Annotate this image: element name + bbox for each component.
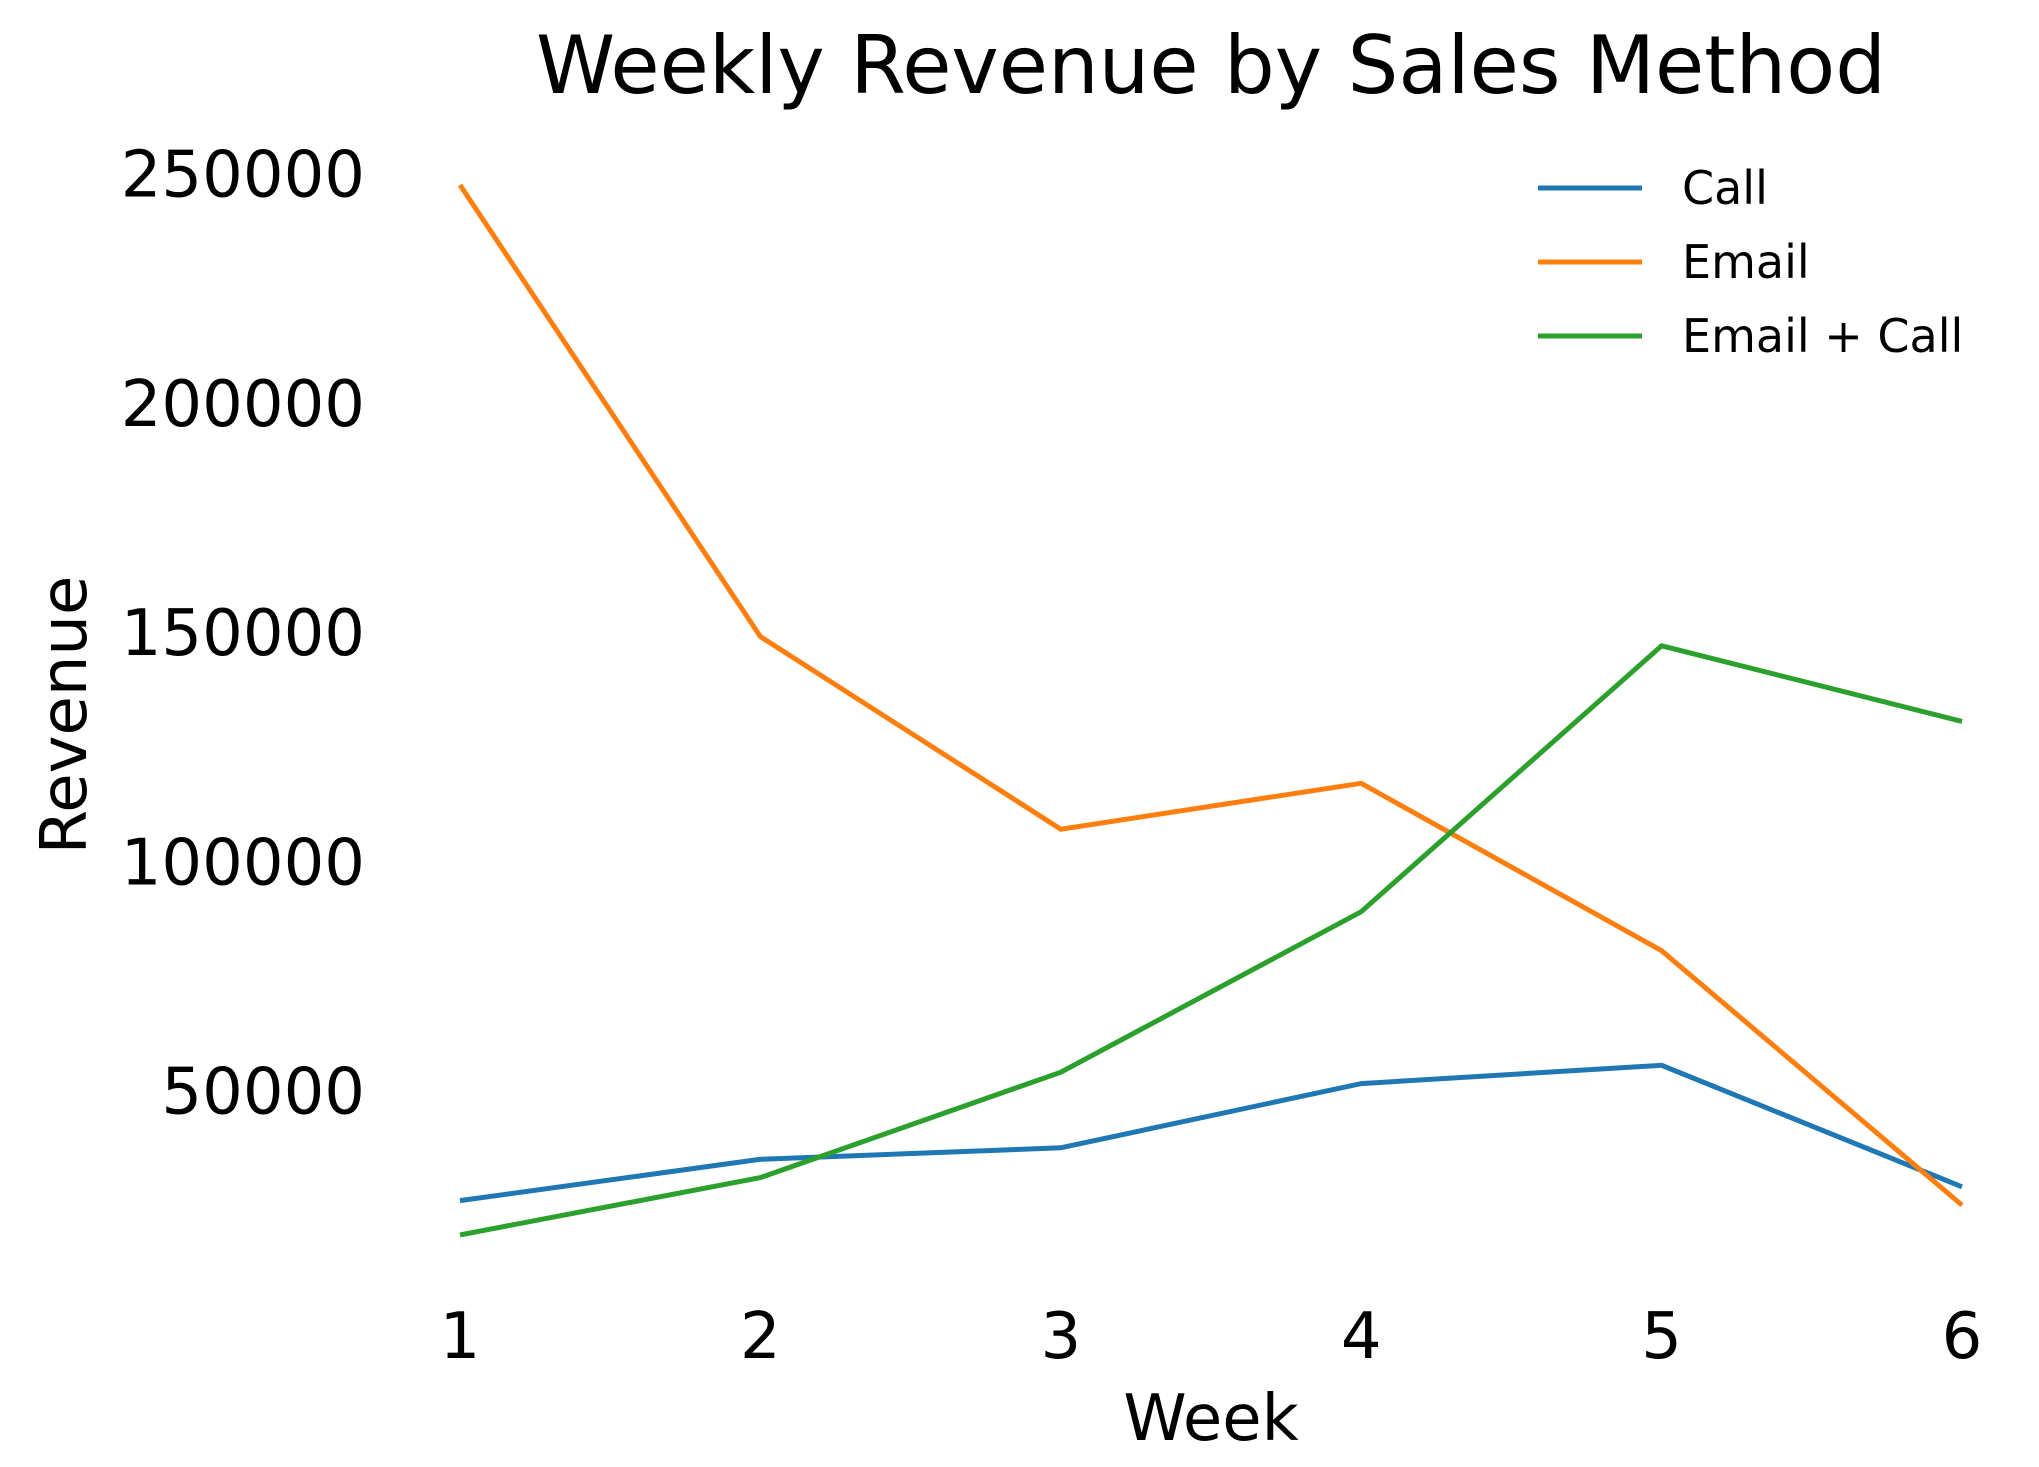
plot-area: [457, 183, 1964, 1238]
legend-label: Email + Call: [1682, 309, 1963, 363]
x-tick-label: 4: [1341, 1300, 1382, 1374]
series-line-email-call: [459, 643, 1963, 1238]
y-tick-label: 200000: [121, 368, 365, 442]
x-tick-label: 2: [740, 1300, 781, 1374]
y-axis-ticks: 50000 100000 150000 200000 250000: [121, 139, 365, 1130]
y-tick-label: 250000: [121, 139, 365, 213]
legend-label: Email: [1682, 235, 1810, 289]
legend: Call Email Email + Call: [1538, 161, 1963, 363]
x-tick-label: 6: [1942, 1300, 1983, 1374]
x-tick-label: 1: [440, 1300, 481, 1374]
chart-title: Weekly Revenue by Sales Method: [536, 19, 1886, 112]
legend-item-email-call: Email + Call: [1538, 309, 1963, 363]
y-tick-label: 150000: [121, 597, 365, 671]
x-tick-label: 3: [1040, 1300, 1081, 1374]
y-tick-label: 50000: [161, 1056, 365, 1130]
legend-item-email: Email: [1538, 235, 1810, 289]
legend-label: Call: [1682, 161, 1768, 215]
x-tick-label: 5: [1641, 1300, 1682, 1374]
legend-item-call: Call: [1538, 161, 1768, 215]
series-layer: [457, 183, 1964, 1238]
y-tick-label: 100000: [121, 826, 365, 900]
series-line-call: [459, 1062, 1963, 1204]
x-axis-label: Week: [1123, 1382, 1298, 1456]
series-line-email: [457, 183, 1964, 1208]
x-axis-ticks: 1 2 3 4 5 6: [440, 1300, 1983, 1374]
y-axis-label: Revenue: [28, 576, 102, 855]
